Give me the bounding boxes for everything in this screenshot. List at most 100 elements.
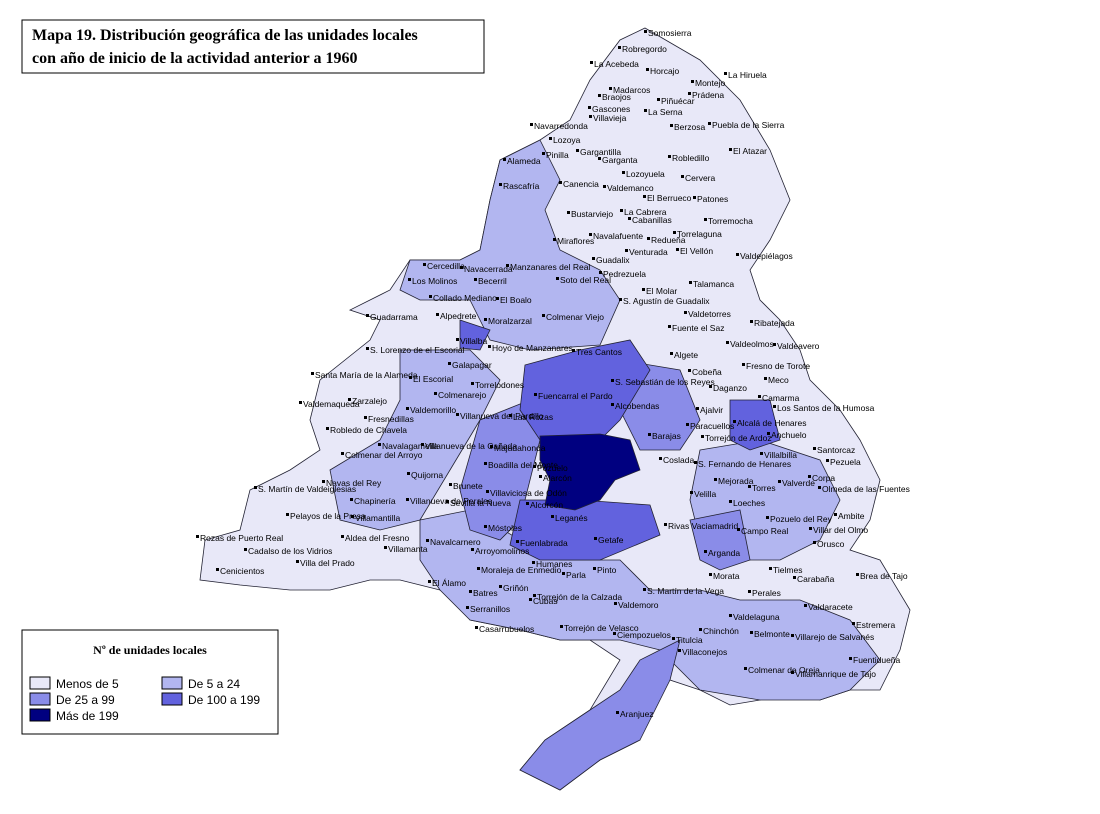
municipality-label: El Berrueco bbox=[647, 193, 692, 203]
municipality-label: Fresno de Torote bbox=[746, 361, 810, 371]
municipality-marker bbox=[526, 502, 529, 505]
municipality-label: Loeches bbox=[733, 498, 765, 508]
municipality-label: Fresnedillas bbox=[368, 414, 414, 424]
municipality-marker bbox=[560, 625, 563, 628]
municipality-marker bbox=[484, 462, 487, 465]
zone bbox=[729, 399, 781, 451]
legend-label: De 100 a 199 bbox=[188, 693, 260, 707]
legend-swatch bbox=[29, 692, 51, 706]
municipality-label: Gargantilla bbox=[580, 147, 621, 157]
municipality-marker bbox=[296, 560, 299, 563]
municipality-marker bbox=[484, 525, 487, 528]
municipality-label: Manzanares del Real bbox=[510, 262, 590, 272]
municipality-label: S. Martín de la Vega bbox=[647, 586, 724, 596]
municipality-label: Colmenar de Oreja bbox=[748, 665, 820, 675]
municipality-marker bbox=[642, 288, 645, 291]
municipality-marker bbox=[559, 181, 562, 184]
municipality-marker bbox=[553, 238, 556, 241]
municipality-label: Robledo de Chavela bbox=[330, 425, 407, 435]
municipality-label: Corpa bbox=[812, 473, 835, 483]
municipality-label: Aranjuez bbox=[620, 709, 654, 719]
municipality-label: Cubas bbox=[533, 596, 558, 606]
municipality-marker bbox=[244, 548, 247, 551]
municipality-marker bbox=[469, 590, 472, 593]
municipality-marker bbox=[406, 407, 409, 410]
municipality-label: El Vellón bbox=[680, 246, 713, 256]
municipality-label: Alcobendas bbox=[615, 401, 659, 411]
municipality-marker bbox=[750, 320, 753, 323]
municipality-marker bbox=[366, 314, 369, 317]
municipality-label: Navalagamella bbox=[382, 441, 438, 451]
municipality-marker bbox=[748, 485, 751, 488]
municipality-label: Pozuelo bbox=[537, 463, 568, 473]
municipality-marker bbox=[530, 123, 533, 126]
municipality-label: Madarcos bbox=[613, 85, 650, 95]
municipality-label: Montejo bbox=[695, 78, 726, 88]
legend-label: Más de 199 bbox=[56, 709, 119, 723]
municipality-marker bbox=[625, 249, 628, 252]
municipality-label: Daganzo bbox=[713, 383, 747, 393]
municipality-marker bbox=[628, 217, 631, 220]
municipality-label: Villamantilla bbox=[355, 513, 400, 523]
municipality-label: Navalcarnero bbox=[430, 537, 481, 547]
municipality-label: Tres Cantos bbox=[576, 347, 622, 357]
municipality-marker bbox=[590, 61, 593, 64]
municipality-marker bbox=[616, 711, 619, 714]
municipality-label: Móstoles bbox=[488, 523, 522, 533]
municipality-label: El Boalo bbox=[500, 295, 532, 305]
municipality-marker bbox=[773, 405, 776, 408]
municipality-label: Sevilla la Nueva bbox=[450, 498, 511, 508]
municipality-label: Braojos bbox=[602, 92, 631, 102]
municipality-label: Navas del Rey bbox=[326, 478, 382, 488]
municipality-marker bbox=[744, 667, 747, 670]
municipality-label: Olmeda de las Fuentes bbox=[822, 484, 910, 494]
municipality-label: Colmenar Viejo bbox=[546, 312, 604, 322]
municipality-label: Los Santos de la Humosa bbox=[777, 403, 875, 413]
municipality-label: Anchuelo bbox=[771, 430, 807, 440]
municipality-label: Alpedrete bbox=[440, 311, 477, 321]
municipality-label: La Acebeda bbox=[594, 59, 639, 69]
municipality-label: Valdemoro bbox=[618, 600, 659, 610]
municipality-label: Soto del Real bbox=[560, 275, 611, 285]
municipality-label: Ribatejada bbox=[754, 318, 795, 328]
municipality-label: Berzosa bbox=[674, 122, 705, 132]
municipality-marker bbox=[509, 414, 512, 417]
municipality-label: Villa del Prado bbox=[300, 558, 355, 568]
municipality-label: Perales bbox=[752, 588, 781, 598]
municipality-marker bbox=[834, 513, 837, 516]
municipality-marker bbox=[341, 452, 344, 455]
municipality-label: Paracuellos bbox=[690, 421, 734, 431]
municipality-marker bbox=[766, 516, 769, 519]
municipality-marker bbox=[423, 263, 426, 266]
municipality-label: Coslada bbox=[663, 455, 694, 465]
municipality-label: Tielmes bbox=[773, 565, 802, 575]
municipality-label: Torrejón de Ardoz bbox=[705, 433, 772, 443]
municipality-marker bbox=[808, 475, 811, 478]
legend: Menos de 5 De 5 a 24 De 25 a 99 De 100 a 19… bbox=[29, 676, 260, 723]
municipality-label: Redueña bbox=[651, 235, 686, 245]
municipality-label: Lozoya bbox=[553, 135, 581, 145]
municipality-marker bbox=[446, 500, 449, 503]
municipality-marker bbox=[709, 573, 712, 576]
municipality-marker bbox=[856, 573, 859, 576]
municipality-marker bbox=[406, 498, 409, 501]
municipality-label: Villanueva de la Cañada bbox=[425, 441, 517, 451]
municipality-marker bbox=[691, 80, 694, 83]
municipality-label: Santorcaz bbox=[817, 445, 855, 455]
municipality-marker bbox=[598, 157, 601, 160]
municipality-label: Guadalix bbox=[596, 255, 630, 265]
legend-label: De 5 a 24 bbox=[188, 677, 240, 691]
municipality-label: Navarredonda bbox=[534, 121, 588, 131]
zone bbox=[459, 319, 491, 351]
municipality-label: Majadahonda bbox=[494, 443, 546, 453]
zone bbox=[519, 339, 651, 441]
municipality-marker bbox=[475, 626, 478, 629]
municipality-label: Quijorna bbox=[411, 470, 443, 480]
municipality-label: Valdemaqueda bbox=[303, 399, 360, 409]
municipality-marker bbox=[196, 535, 199, 538]
municipality-marker bbox=[609, 87, 612, 90]
title-line: con año de inicio de la actividad anteri… bbox=[32, 50, 357, 67]
municipality-marker bbox=[407, 472, 410, 475]
municipality-marker bbox=[534, 393, 537, 396]
municipality-marker bbox=[681, 175, 684, 178]
